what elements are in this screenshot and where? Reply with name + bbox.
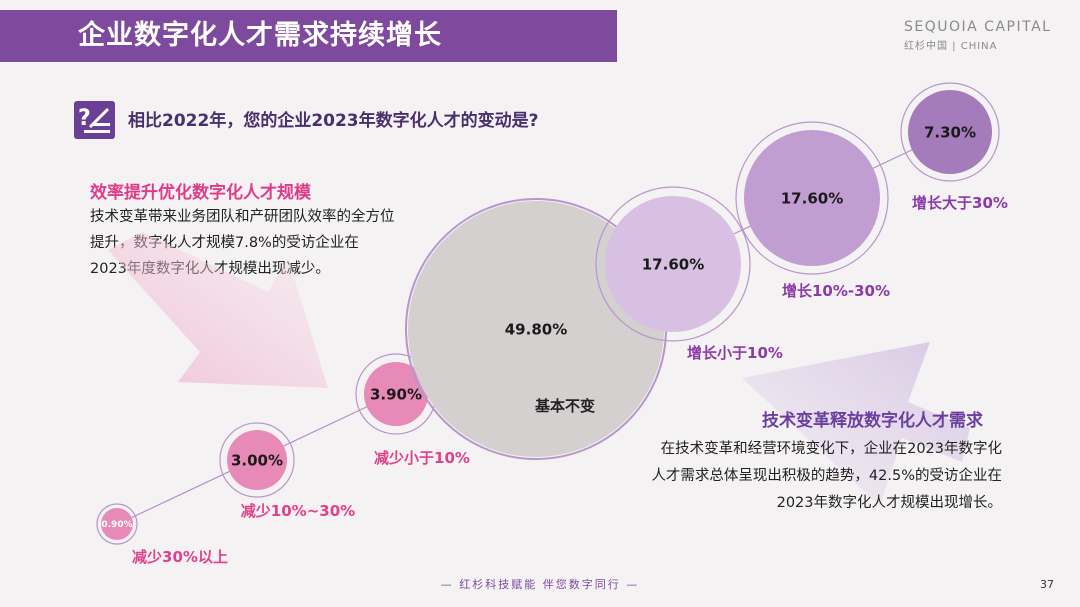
- bubble-value-label: 17.60%: [781, 189, 843, 207]
- bubble: [364, 362, 428, 426]
- brand-name: SEQUOIA CAPITAL: [904, 19, 1052, 35]
- footer-slogan: — 红杉科技赋能 伴您数字同行 —: [440, 578, 640, 591]
- bubble-ring: [900, 82, 1000, 182]
- bubble-category-label: 基本不变: [534, 397, 595, 415]
- bubble-category-label: 增长小于10%: [687, 344, 783, 362]
- bubble-value-label: 49.80%: [505, 320, 567, 338]
- title-bar: [0, 10, 617, 62]
- bubble-value-label: 3.90%: [370, 385, 422, 403]
- bubble-category-label: 减少10%~30%: [241, 502, 355, 520]
- bubble: [408, 201, 664, 457]
- bubble: [908, 90, 992, 174]
- bubble-value-label: 0.90%: [101, 520, 132, 530]
- bubble-ring: [595, 186, 751, 342]
- bubble-value-label: 7.30%: [924, 123, 976, 141]
- bubble-ring: [96, 503, 138, 545]
- right-body: 在技术变革和经营环境变化下，企业在2023年数字化人才需求总体呈现出积极的趋势，…: [651, 441, 1002, 511]
- survey-question: 相比2022年，您的企业2023年数字化人才的变动是?: [128, 111, 539, 131]
- bubble-ring: [219, 422, 295, 498]
- bubble: [101, 508, 133, 540]
- bubble-category-label: 减少30%以上: [132, 548, 228, 566]
- page-number: 37: [1040, 578, 1054, 591]
- bubble-ring: [735, 121, 889, 275]
- bubble-category-label: 减少小于10%: [374, 449, 470, 467]
- bubble-category-label: 增长10%-30%: [782, 282, 890, 300]
- bubble: [605, 196, 741, 332]
- question-icon: ?: [74, 101, 115, 139]
- increase-arrow-decor: [742, 342, 970, 506]
- bubble-value-label: 17.60%: [642, 255, 704, 273]
- page-title: 企业数字化人才需求持续增长: [78, 20, 442, 51]
- bubble-category-label: 增长大于30%: [912, 194, 1008, 212]
- brand-subtitle: 红杉中国 | CHINA: [904, 41, 998, 52]
- left-heading: 效率提升优化数字化人才规模: [90, 183, 311, 203]
- bubble: [227, 430, 287, 490]
- right-heading: 技术变革释放数字化人才需求: [762, 411, 983, 431]
- brand-logo: SEQUOIA CAPITAL 红杉中国 | CHINA: [904, 19, 1051, 52]
- svg-text:?: ?: [78, 106, 91, 131]
- bubble-value-label: 3.00%: [231, 451, 283, 469]
- bubble: [744, 130, 880, 266]
- decrease-arrow-decor: [108, 232, 328, 388]
